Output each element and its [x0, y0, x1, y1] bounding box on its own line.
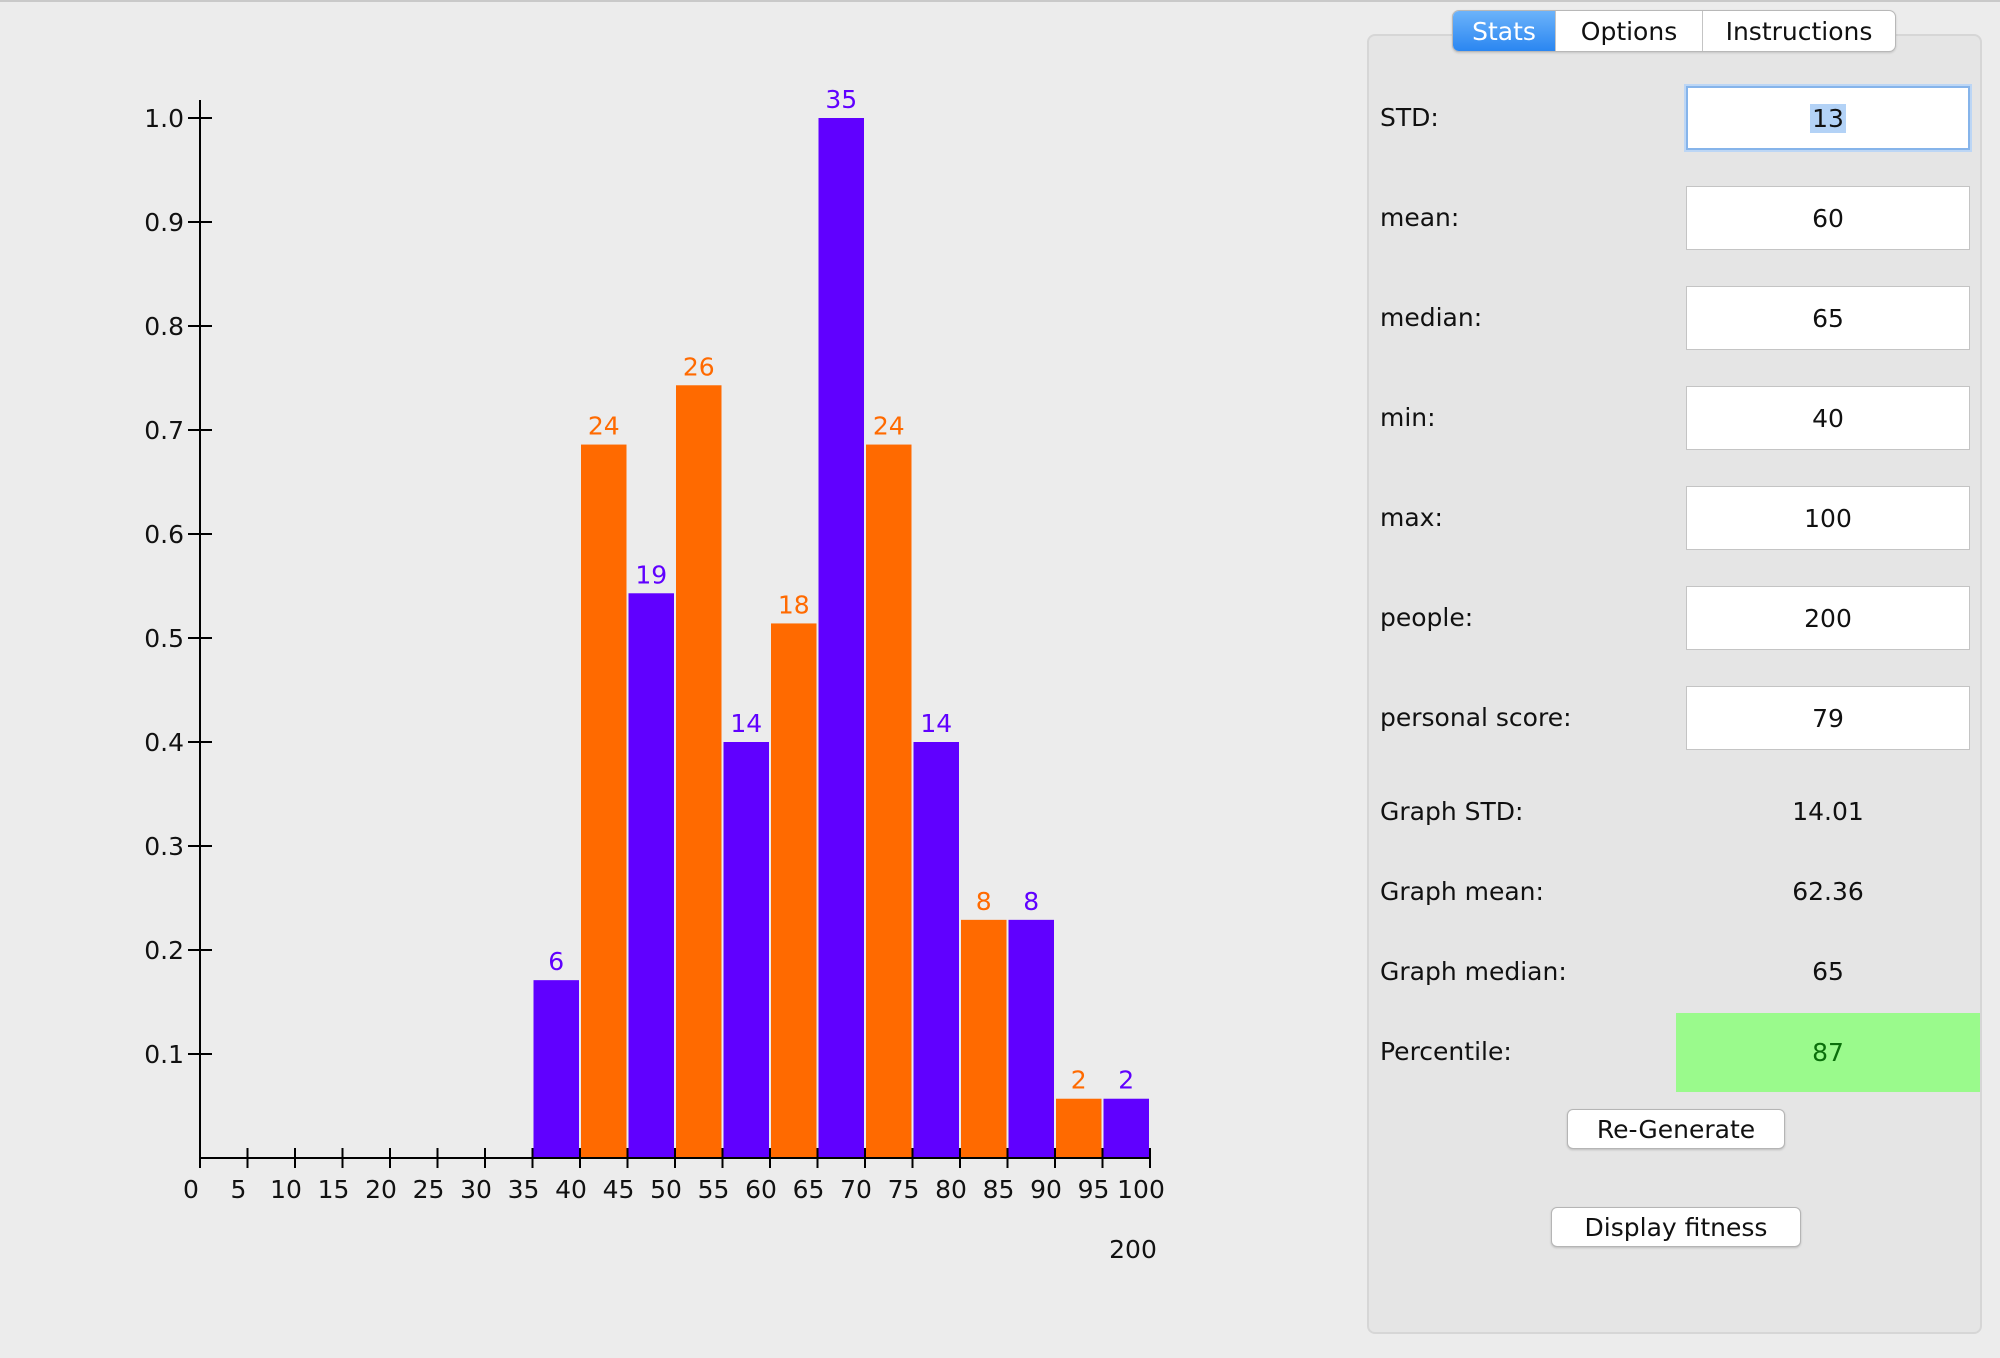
tab-instructions[interactable]: Instructions: [1702, 11, 1895, 51]
x-tick-label-4: 20: [365, 1175, 397, 1204]
personal-score-label: personal score:: [1380, 703, 1572, 732]
graph-std-value: 14.01: [1792, 797, 1864, 826]
std-input-value: 13: [1810, 103, 1846, 133]
x-tick-label-6: 30: [460, 1175, 492, 1204]
y-tick-label-1: 0.2: [144, 936, 184, 965]
x-tick-label-18: 90: [1030, 1175, 1062, 1204]
y-tick-label-5: 0.6: [144, 520, 184, 549]
y-tick-label-2: 0.3: [144, 832, 184, 861]
bar-label-3: 26: [683, 352, 715, 381]
x-tick-label-9: 45: [603, 1175, 635, 1204]
bar-3: [676, 385, 722, 1158]
graph-std-label: Graph STD:: [1380, 797, 1524, 826]
median-label: median:: [1380, 303, 1483, 332]
people-input[interactable]: 200: [1686, 586, 1970, 650]
bar-label-6: 35: [825, 85, 857, 114]
x-tick-label-15: 75: [888, 1175, 920, 1204]
y-tick-label-3: 0.4: [144, 728, 184, 757]
x-tick-label-16: 80: [935, 1175, 967, 1204]
bar-label-12: 2: [1118, 1066, 1134, 1095]
graph-mean-label: Graph mean:: [1380, 877, 1544, 906]
bar-6: [818, 118, 864, 1158]
y-tick-label-8: 0.9: [144, 208, 184, 237]
personal-score-input[interactable]: 79: [1686, 686, 1970, 750]
bar-label-1: 24: [588, 412, 620, 441]
x-tick-label-1: 5: [231, 1175, 247, 1204]
x-tick-label-13: 65: [793, 1175, 825, 1204]
bar-label-8: 14: [920, 709, 952, 738]
y-tick-label-9: 1.0: [144, 104, 184, 133]
bar-7: [866, 444, 912, 1158]
y-tick-label-7: 0.8: [144, 312, 184, 341]
x-tick-label-11: 55: [698, 1175, 730, 1204]
bar-0: [533, 980, 579, 1158]
max-label: max:: [1380, 503, 1443, 532]
bar-5: [771, 623, 817, 1158]
window-top-border: [0, 0, 2000, 2]
axes-group: 0 5 10 15 20 25 30 35 40 45 50 55 60 65 70 75 80 85 90 95 10…: [144, 100, 1165, 1204]
bar-11: [1056, 1098, 1102, 1158]
min-label: min:: [1380, 403, 1436, 432]
median-input[interactable]: 65: [1686, 286, 1970, 350]
y-tick-label-6: 0.7: [144, 416, 184, 445]
x-tick-label-5: 25: [413, 1175, 445, 1204]
bar-label-0: 6: [548, 947, 564, 976]
percentile-label: Percentile:: [1380, 1037, 1512, 1066]
bar-12: [1103, 1098, 1149, 1158]
graph-mean-value: 62.36: [1792, 877, 1864, 906]
x-tick-label-12: 60: [745, 1175, 777, 1204]
x-tick-label-3: 15: [318, 1175, 350, 1204]
x-tick-label-0: 0: [183, 1175, 199, 1204]
y-tick-label-0: 0.1: [144, 1040, 184, 1069]
regenerate-button[interactable]: Re-Generate: [1567, 1109, 1785, 1149]
bar-8: [913, 742, 959, 1158]
x-tick-label-17: 85: [983, 1175, 1015, 1204]
x-tick-label-7: 35: [508, 1175, 540, 1204]
bar-label-9: 8: [976, 887, 992, 916]
std-label: STD:: [1380, 103, 1439, 132]
x-tick-label-10: 50: [650, 1175, 682, 1204]
bars-group: 6 24 19 26 14 18 35 24 14 8 8 2 2: [533, 85, 1149, 1158]
bar-label-7: 24: [873, 412, 905, 441]
x-tick-label-14: 70: [840, 1175, 872, 1204]
min-input[interactable]: 40: [1686, 386, 1970, 450]
x-tick-label-19: 95: [1078, 1175, 1110, 1204]
bar-label-4: 14: [730, 709, 762, 738]
x-tick-label-8: 40: [555, 1175, 587, 1204]
display-fitness-button[interactable]: Display fitness: [1551, 1207, 1801, 1247]
bar-4: [723, 742, 769, 1158]
tab-bar: Stats Options Instructions: [1452, 10, 1896, 52]
bar-9: [961, 919, 1007, 1158]
bar-10: [1008, 919, 1054, 1158]
people-label: people:: [1380, 603, 1474, 632]
tab-stats[interactable]: Stats: [1453, 11, 1555, 51]
max-input[interactable]: 100: [1686, 486, 1970, 550]
bar-label-11: 2: [1071, 1066, 1087, 1095]
y-tick-label-4: 0.5: [144, 624, 184, 653]
percentile-value: 87: [1676, 1013, 1980, 1092]
bar-1: [581, 444, 627, 1158]
tab-options[interactable]: Options: [1555, 11, 1702, 51]
histogram-chart: 6 24 19 26 14 18 35 24 14 8 8 2 2 0 5 10 15 20 25 30 35 40 45…: [144, 85, 1165, 1264]
mean-label: mean:: [1380, 203, 1460, 232]
std-input[interactable]: 13: [1686, 86, 1970, 150]
chart-footer-label: 200: [1109, 1235, 1157, 1264]
bar-label-5: 18: [778, 590, 810, 619]
x-tick-label-20: 100: [1117, 1175, 1165, 1204]
bar-label-2: 19: [635, 560, 667, 589]
graph-median-value: 65: [1812, 957, 1844, 986]
x-tick-label-2: 10: [270, 1175, 302, 1204]
mean-input[interactable]: 60: [1686, 186, 1970, 250]
bar-label-10: 8: [1023, 887, 1039, 916]
graph-median-label: Graph median:: [1380, 957, 1567, 986]
bar-2: [628, 593, 674, 1158]
